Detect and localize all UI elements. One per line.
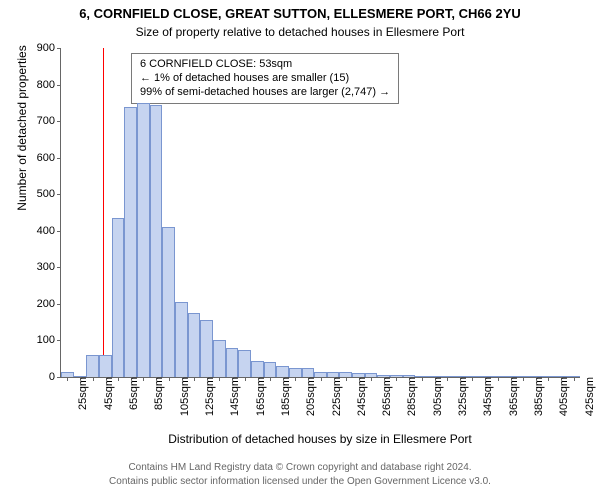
histogram-bar [112,218,125,377]
x-tick-mark [270,377,271,381]
x-tick-mark [396,377,397,381]
histogram-bar [213,340,226,377]
x-tick-label: 265sqm [377,377,393,427]
histogram-bar [302,368,315,377]
histogram-bar [226,348,239,377]
y-tick-label: 0 [49,371,61,383]
x-tick-mark [118,377,119,381]
x-tick-mark [523,377,524,381]
x-tick-mark [93,377,94,381]
histogram-bar [137,103,150,377]
histogram-bar [276,366,289,377]
histogram-bar [86,355,99,377]
x-tick-label: 165sqm [251,377,267,427]
histogram-bar [99,355,112,377]
x-tick-mark [422,377,423,381]
x-tick-mark [295,377,296,381]
x-tick-mark [447,377,448,381]
footer-line-1: Contains HM Land Registry data © Crown c… [0,462,600,473]
y-tick-label: 700 [37,115,61,127]
x-tick-label: 365sqm [504,377,520,427]
info-line-3: 99% of semi-detached houses are larger (… [140,86,390,100]
chart-title: 6, CORNFIELD CLOSE, GREAT SUTTON, ELLESM… [0,6,600,21]
y-tick-label: 300 [37,261,61,273]
histogram-bar [238,350,251,377]
y-tick-label: 800 [37,79,61,91]
x-tick-label: 425sqm [580,377,596,427]
histogram-bar [264,362,277,377]
histogram-bar [200,320,213,377]
x-tick-label: 385sqm [529,377,545,427]
x-tick-mark [219,377,220,381]
x-tick-label: 225sqm [327,377,343,427]
x-tick-label: 205sqm [301,377,317,427]
info-line-1: 6 CORNFIELD CLOSE: 53sqm [140,58,390,72]
histogram-bar [150,105,163,377]
footer-line-2: Contains public sector information licen… [0,476,600,487]
x-tick-label: 25sqm [73,377,89,427]
x-tick-label: 125sqm [200,377,216,427]
chart-subtitle: Size of property relative to detached ho… [0,25,600,39]
histogram-bar [289,368,302,377]
x-tick-mark [194,377,195,381]
histogram-bar [251,361,264,377]
x-tick-label: 305sqm [428,377,444,427]
histogram-bar [124,107,137,378]
y-tick-label: 200 [37,298,61,310]
x-tick-mark [321,377,322,381]
x-tick-label: 285sqm [402,377,418,427]
plot-area: 6 CORNFIELD CLOSE: 53sqm ← 1% of detache… [60,48,580,378]
info-box: 6 CORNFIELD CLOSE: 53sqm ← 1% of detache… [131,53,399,104]
x-tick-mark [371,377,372,381]
x-tick-mark [472,377,473,381]
y-axis-label: Number of detached properties [15,0,29,293]
y-tick-label: 400 [37,225,61,237]
x-tick-mark [498,377,499,381]
x-axis-label: Distribution of detached houses by size … [60,432,580,446]
reference-line [103,48,104,377]
x-tick-mark [169,377,170,381]
x-tick-label: 405sqm [554,377,570,427]
x-tick-label: 325sqm [453,377,469,427]
histogram-bar [162,227,175,377]
y-tick-label: 900 [37,42,61,54]
histogram-bar [188,313,201,377]
y-tick-label: 500 [37,188,61,200]
x-tick-label: 145sqm [225,377,241,427]
y-tick-label: 600 [37,152,61,164]
info-line-2: ← 1% of detached houses are smaller (15) [140,72,390,86]
y-tick-label: 100 [37,334,61,346]
x-tick-mark [574,377,575,381]
x-tick-label: 105sqm [175,377,191,427]
x-tick-mark [346,377,347,381]
x-tick-label: 85sqm [149,377,165,427]
x-tick-mark [548,377,549,381]
x-tick-mark [245,377,246,381]
x-tick-mark [143,377,144,381]
x-tick-label: 45sqm [99,377,115,427]
x-tick-label: 345sqm [478,377,494,427]
x-tick-label: 185sqm [276,377,292,427]
x-tick-mark [67,377,68,381]
histogram-bar [175,302,188,377]
x-tick-label: 65sqm [124,377,140,427]
x-tick-label: 245sqm [352,377,368,427]
chart-container: 6, CORNFIELD CLOSE, GREAT SUTTON, ELLESM… [0,0,600,500]
